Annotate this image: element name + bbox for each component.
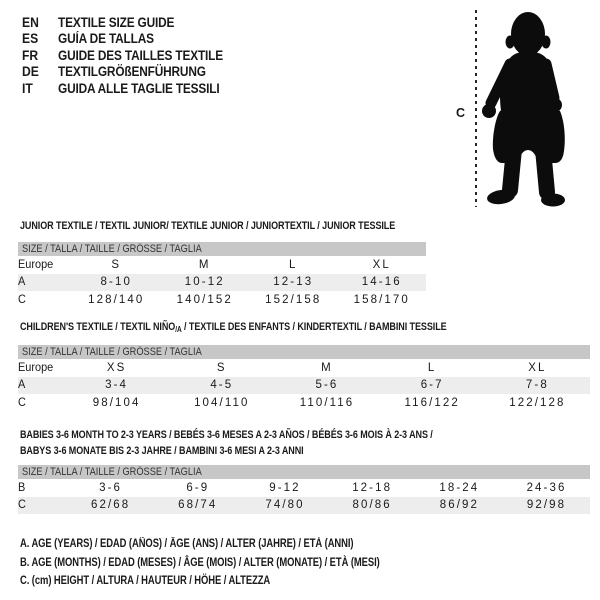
table-cell: 92/98 bbox=[526, 499, 567, 512]
baby-silhouette-icon bbox=[482, 12, 565, 207]
table-row-months: B 3-6 6-9 9-12 12-18 18-24 24-36 bbox=[18, 479, 590, 497]
table-cell: 128/140 bbox=[88, 293, 145, 306]
language-row-it: IT GUIDA ALLE TAGLIE TESSILI bbox=[22, 80, 246, 97]
language-title: GUÍA DE TALLAS bbox=[58, 31, 154, 47]
language-code: IT bbox=[22, 80, 33, 96]
language-row-fr: FR GUIDE DES TAILLES TEXTILE bbox=[22, 47, 246, 64]
table-cell: 98/104 bbox=[92, 396, 141, 409]
table-cell: 4-5 bbox=[210, 379, 234, 392]
table-cell: 158/170 bbox=[353, 293, 410, 306]
table-cell: M bbox=[321, 361, 333, 374]
size-header-bar: SIZE / TALLA / TAILLE / GRÖSSE / TAGLIA bbox=[18, 242, 426, 256]
children-table-title: CHILDREN'S TEXTILE / TEXTIL NIÑO/A / TEX… bbox=[20, 321, 447, 334]
junior-size-table: SIZE / TALLA / TAILLE / GRÖSSE / TAGLIA … bbox=[18, 242, 426, 309]
legend-line-c: C. (cm) HEIGHT / ALTURA / HAUTEUR / HÖHE… bbox=[20, 575, 271, 588]
language-title-list: EN TEXTILE SIZE GUIDE ES GUÍA DE TALLAS … bbox=[22, 14, 246, 97]
row-label: A bbox=[18, 379, 26, 392]
table-cell: 74/80 bbox=[265, 499, 305, 512]
table-cell: 3-6 bbox=[99, 481, 123, 494]
language-code: FR bbox=[22, 47, 39, 63]
table-row-europe: Europe S M L XL bbox=[18, 256, 426, 274]
table-cell: L bbox=[427, 361, 437, 374]
table-row-europe: Europe XS S M L XL bbox=[18, 359, 590, 377]
language-row-en: EN TEXTILE SIZE GUIDE bbox=[22, 14, 246, 31]
children-size-table: SIZE / TALLA / TAILLE / GRÖSSE / TAGLIA … bbox=[18, 345, 590, 412]
size-header-text: SIZE / TALLA / TAILLE / GRÖSSE / TAGLIA bbox=[22, 346, 202, 358]
row-label: Europe bbox=[18, 258, 54, 271]
table-cell: 18-24 bbox=[439, 481, 480, 494]
row-label: C bbox=[18, 396, 26, 409]
size-header-text: SIZE / TALLA / TAILLE / GRÖSSE / TAGLIA bbox=[22, 466, 202, 478]
language-row-es: ES GUÍA DE TALLAS bbox=[22, 31, 246, 48]
junior-table-title: JUNIOR TEXTILE / TEXTIL JUNIOR/ TEXTILE … bbox=[20, 220, 396, 232]
language-code: ES bbox=[22, 31, 39, 47]
table-cell: 14-16 bbox=[361, 276, 402, 289]
table-cell: 62/68 bbox=[90, 499, 131, 512]
table-cell: XS bbox=[106, 361, 127, 374]
table-cell: 116/122 bbox=[404, 396, 460, 409]
table-row-age: A 3-4 4-5 5-6 6-7 7-8 bbox=[18, 376, 590, 394]
language-title: TEXTILGRÖßENFÜHRUNG bbox=[58, 64, 206, 80]
babies-title-line2: BABYS 3-6 MONATE BIS 2-3 JAHRE / BAMBINI… bbox=[20, 445, 304, 458]
language-code: DE bbox=[22, 64, 39, 80]
table-cell: XL bbox=[528, 361, 547, 374]
table-cell: L bbox=[289, 258, 298, 271]
table-cell: 8-10 bbox=[100, 276, 132, 289]
table-row-height: C 98/104 104/110 110/116 116/122 122/128 bbox=[18, 394, 590, 412]
table-cell: 9-12 bbox=[269, 481, 301, 494]
table-cell: XL bbox=[372, 258, 391, 271]
table-cell: 140/152 bbox=[176, 293, 233, 306]
legend-line-a: A. AGE (YEARS) / EDAD (AÑOS) / ÂGE (ANS)… bbox=[20, 538, 354, 550]
language-title: GUIDE DES TAILLES TEXTILE bbox=[58, 47, 224, 63]
size-header-bar: SIZE / TALLA / TAILLE / GRÖSSE / TAGLIA bbox=[18, 345, 590, 359]
table-cell: 104/110 bbox=[194, 396, 250, 409]
table-cell: 6-7 bbox=[420, 379, 444, 392]
size-header-text: SIZE / TALLA / TAILLE / GRÖSSE / TAGLIA bbox=[22, 243, 202, 255]
height-label-c: C bbox=[456, 106, 466, 120]
table-cell: 24-36 bbox=[526, 481, 567, 494]
table-cell: M bbox=[198, 258, 211, 271]
row-label: A bbox=[18, 276, 26, 289]
row-label: C bbox=[18, 499, 26, 512]
table-row-height: C 128/140 140/152 152/158 158/170 bbox=[18, 291, 426, 309]
table-cell: S bbox=[111, 258, 122, 271]
size-header-bar: SIZE / TALLA / TAILLE / GRÖSSE / TAGLIA bbox=[18, 465, 590, 479]
legend-line-b: B. AGE (MONTHS) / EDAD (MESES) / ÂGE (MO… bbox=[20, 556, 380, 569]
language-code: EN bbox=[22, 14, 39, 30]
table-cell: 6-9 bbox=[186, 481, 210, 494]
table-cell: 3-4 bbox=[105, 379, 129, 392]
language-title: GUIDA ALLE TAGLIE TESSILI bbox=[58, 80, 220, 96]
table-cell: 86/92 bbox=[439, 499, 479, 512]
table-cell: 7-8 bbox=[525, 379, 549, 392]
row-label: C bbox=[18, 293, 26, 306]
table-cell: 110/116 bbox=[299, 396, 355, 409]
table-cell: 122/128 bbox=[509, 396, 566, 409]
legend: A. AGE (YEARS) / EDAD (AÑOS) / ÂGE (ANS)… bbox=[20, 535, 380, 591]
babies-title-line1: BABIES 3-6 MONTH TO 2-3 YEARS / BEBÉS 3-… bbox=[20, 429, 433, 441]
table-cell: 12-18 bbox=[352, 481, 393, 494]
row-label: B bbox=[18, 481, 26, 494]
table-cell: 68/74 bbox=[178, 499, 218, 512]
table-cell: S bbox=[216, 361, 227, 374]
babies-size-table: SIZE / TALLA / TAILLE / GRÖSSE / TAGLIA … bbox=[18, 465, 591, 514]
table-cell: 80/86 bbox=[352, 499, 392, 512]
table-row-height: C 62/68 68/74 74/80 80/86 86/92 92/98 bbox=[18, 496, 591, 514]
table-cell: 12-13 bbox=[273, 276, 314, 289]
table-row-age: A 8-10 10-12 12-13 14-16 bbox=[18, 273, 426, 291]
table-cell: 152/158 bbox=[265, 293, 322, 306]
babies-table-title: BABIES 3-6 MONTH TO 2-3 YEARS / BEBÉS 3-… bbox=[20, 427, 433, 460]
height-measure-dashed-line bbox=[475, 10, 477, 207]
language-title: TEXTILE SIZE GUIDE bbox=[58, 14, 175, 30]
row-label: Europe bbox=[18, 361, 54, 374]
table-cell: 5-6 bbox=[315, 379, 339, 392]
language-row-de: DE TEXTILGRÖßENFÜHRUNG bbox=[22, 64, 246, 81]
table-cell: 10-12 bbox=[184, 276, 225, 289]
